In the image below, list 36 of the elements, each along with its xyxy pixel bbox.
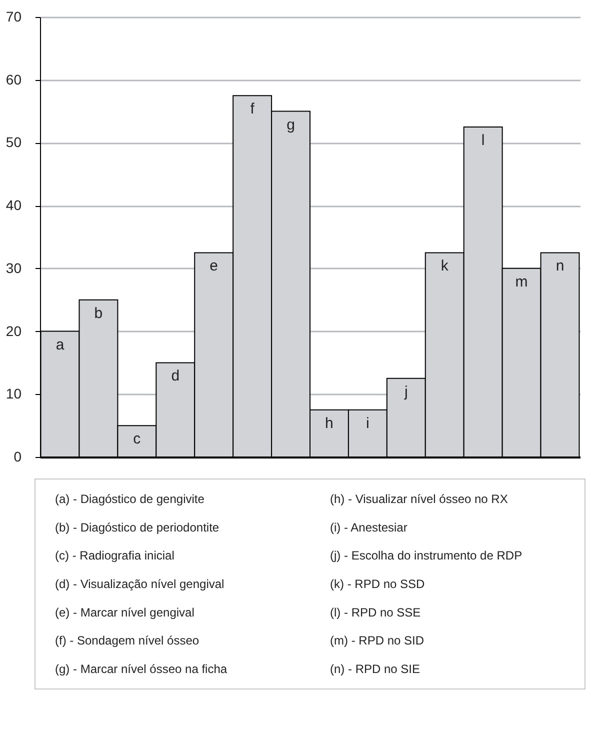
text: (g) - Marcar nível ósseo na ficha <box>55 662 228 676</box>
text: (a) - Diagóstico de gengivite <box>55 492 205 506</box>
text: (j) - Escolha do instrumento de RDP <box>330 548 522 563</box>
y-tick-label: 40 <box>6 197 22 214</box>
text: (b) - Diagóstico de periodontite <box>55 520 220 534</box>
text: (c) - Radiografia inicial <box>55 548 174 563</box>
text: (h) - Visualizar nível ósseo no RX <box>330 492 508 506</box>
y-tick-label: 60 <box>6 71 22 88</box>
x-tick-label: g <box>286 116 295 134</box>
y-tick-label: 70 <box>6 8 22 24</box>
y-tick-label: 30 <box>6 260 22 276</box>
text: (f) - Sondagem nível ósseo <box>55 634 200 648</box>
x-tick-label: m <box>515 273 528 290</box>
x-tick-label: c <box>133 430 142 448</box>
text: (d) - Visualização nível gengival <box>55 577 224 591</box>
x-tick-label: e <box>210 258 218 275</box>
x-tick-label: j <box>403 383 408 400</box>
x-tick-label: l <box>481 132 485 149</box>
text: (e) - Marcar nível gengival <box>55 605 194 620</box>
x-tick-label: f <box>250 100 256 118</box>
x-tick-label: d <box>171 368 180 385</box>
y-tick-label: 20 <box>6 322 22 339</box>
x-tick-label: n <box>556 258 564 275</box>
x-tick-label: i <box>366 414 370 432</box>
text: (n) - RPD no SIE <box>330 662 420 676</box>
x-tick-label: k <box>440 258 449 275</box>
text: (k) - RPD no SSD <box>330 577 426 591</box>
text: (m) - RPD no SID <box>330 634 424 648</box>
x-tick-label: h <box>325 414 334 432</box>
y-tick-label: 10 <box>6 386 22 402</box>
text: (i) - Anestesiar <box>330 520 408 534</box>
x-tick-label: a <box>56 336 65 354</box>
x-tick-label: b <box>94 304 103 322</box>
y-tick-label: 0 <box>14 448 22 464</box>
y-tick-label: 50 <box>6 134 22 150</box>
text: (l) - RPD no SSE <box>330 605 421 620</box>
